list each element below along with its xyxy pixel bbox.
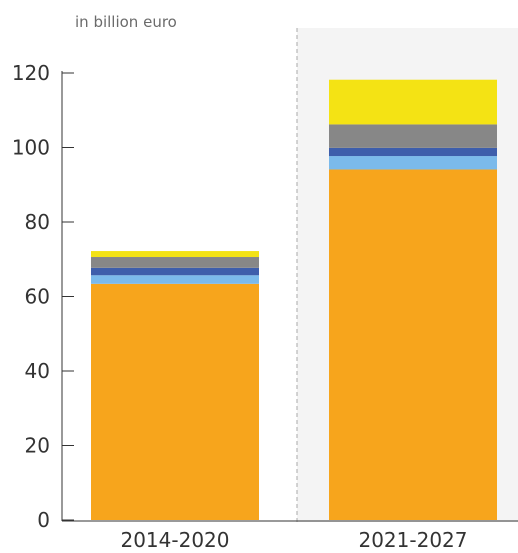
y-tick-label: 80 [25,210,50,234]
y-tick-label: 100 [12,136,50,160]
bar-segment [91,283,259,520]
bar-segment [91,257,259,268]
y-tick-label: 20 [25,434,50,458]
y-tick-label: 40 [25,359,50,383]
bars [91,79,497,521]
y-axis: 0 20 40 60 80 100 120 [12,61,74,532]
bar-segment [329,169,497,521]
bar-segment [329,79,497,125]
bar-segment [329,147,497,157]
x-category-label: 2014-2020 [120,528,229,552]
bar-segment [91,275,259,284]
bar-segment [91,267,259,276]
bar-segment [91,251,259,258]
y-tick-label: 60 [25,285,50,309]
y-tick-label: 0 [37,508,50,532]
x-category-label: 2021-2027 [358,528,467,552]
unit-label: in billion euro [75,13,177,31]
bar-segment [329,124,497,148]
bar-segment [329,156,497,170]
x-axis: 2014-2020 2021-2027 [62,520,518,552]
y-tick-label: 120 [12,61,50,85]
